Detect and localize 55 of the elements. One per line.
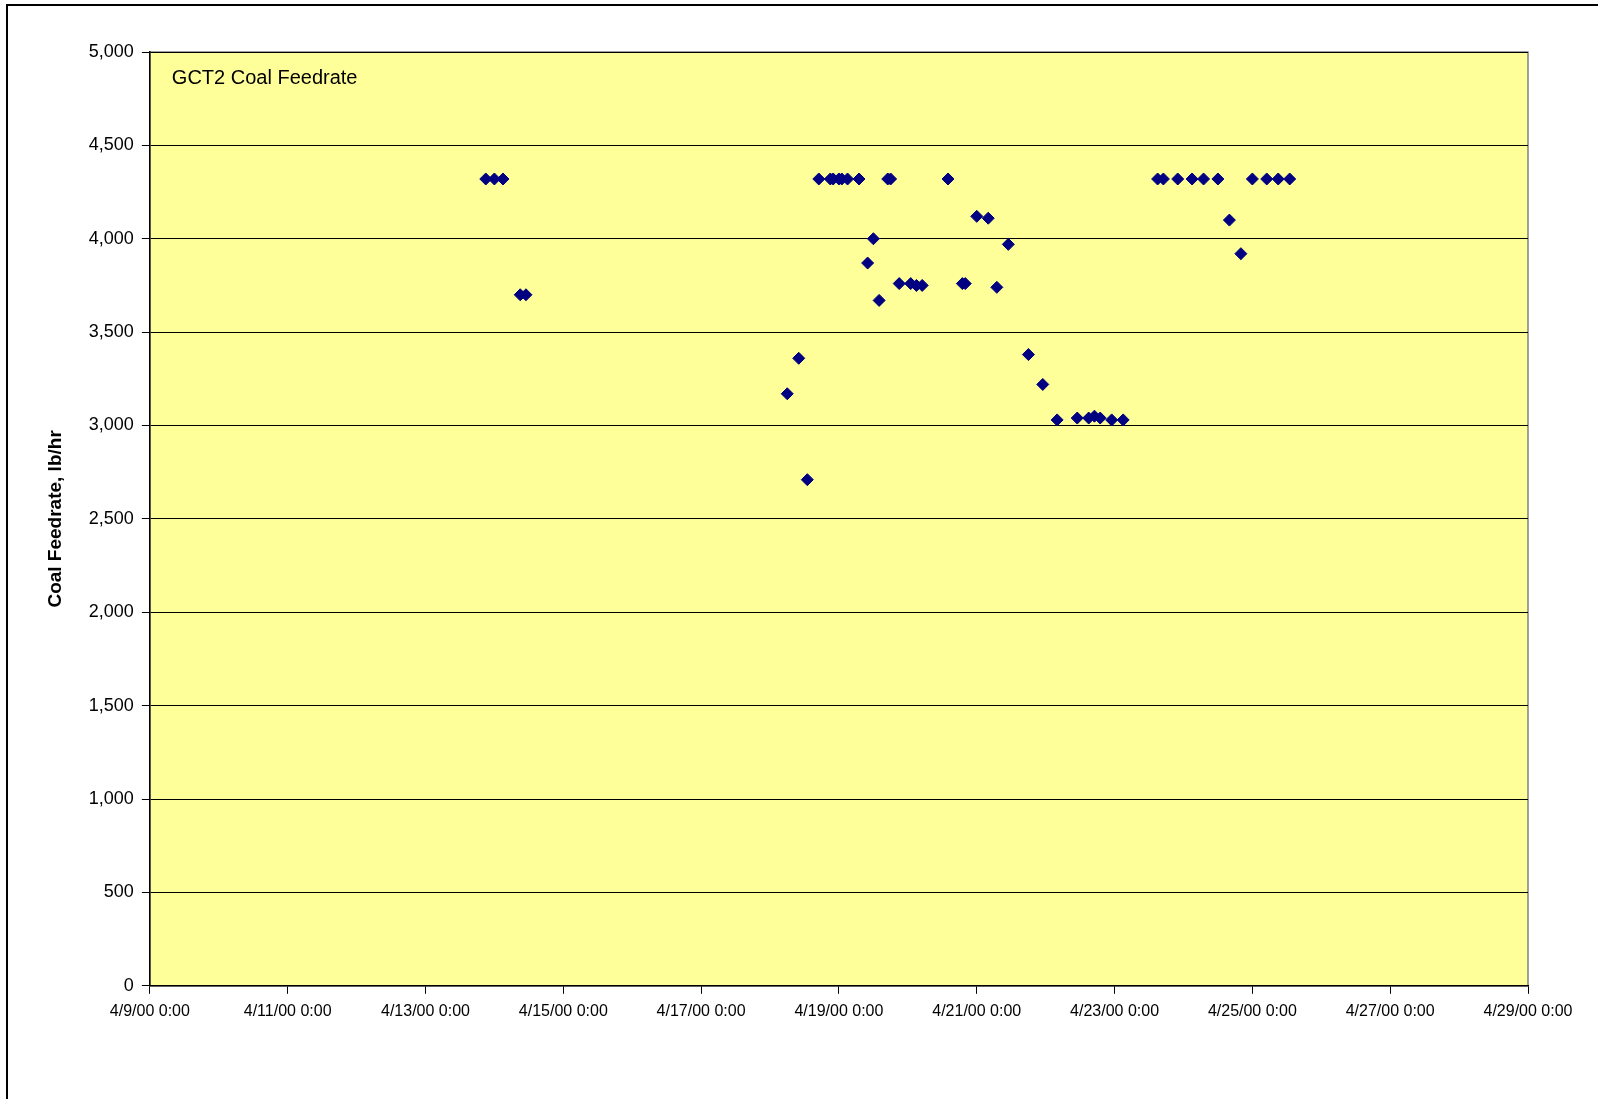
y-tick-label: 2,500 <box>88 507 134 528</box>
x-tick-label: 4/17/00 0:00 <box>656 1001 746 1019</box>
point <box>1050 413 1064 427</box>
x-tick-label: 4/27/00 0:00 <box>1345 1001 1435 1019</box>
point <box>792 351 806 365</box>
point <box>1105 413 1119 427</box>
point <box>1260 172 1274 186</box>
y-tick-label: 1,500 <box>88 694 134 715</box>
point <box>990 280 1004 294</box>
x-tick-label: 4/29/00 0:00 <box>1483 1001 1573 1019</box>
point <box>1171 172 1185 186</box>
x-tick-label: 4/23/00 0:00 <box>1070 1001 1160 1019</box>
point <box>1001 237 1015 251</box>
point <box>1197 172 1211 186</box>
point <box>866 232 880 246</box>
x-tick-label: 4/9/00 0:00 <box>109 1001 190 1019</box>
y-tick-label: 500 <box>103 881 134 902</box>
y-tick-label: 5,000 <box>88 40 134 61</box>
point <box>1234 247 1248 261</box>
y-axis-title: Coal Feedrate, lb/hr <box>43 429 65 608</box>
point <box>1070 411 1084 425</box>
point <box>872 293 886 307</box>
x-tick-label: 4/13/00 0:00 <box>380 1001 471 1019</box>
point <box>812 172 826 186</box>
y-tick-label: 4,500 <box>88 134 134 155</box>
y-tick-label: 3,000 <box>88 414 134 435</box>
y-tick-label: 2,000 <box>88 601 134 622</box>
x-tick-label: 4/19/00 0:00 <box>794 1001 884 1019</box>
point <box>1271 172 1285 186</box>
point <box>496 172 510 186</box>
point <box>1021 348 1035 362</box>
point <box>970 209 984 223</box>
point <box>1036 377 1050 391</box>
point <box>1116 413 1130 427</box>
point <box>1245 172 1259 186</box>
x-tick-label: 4/15/00 0:00 <box>518 1001 608 1019</box>
point <box>800 473 814 487</box>
x-tick-label: 4/21/00 0:00 <box>932 1001 1022 1019</box>
point <box>852 172 866 186</box>
text: GCT2 Coal Feedrate <box>171 65 358 88</box>
point <box>861 256 875 270</box>
point <box>941 172 955 186</box>
point <box>892 277 906 291</box>
point <box>1283 172 1297 186</box>
point <box>1222 213 1236 227</box>
y-tick-label: 3,500 <box>88 321 134 342</box>
point <box>1185 172 1199 186</box>
x-tick-label: 4/25/00 0:00 <box>1207 1001 1297 1019</box>
y-tick-label: 4,000 <box>88 227 134 248</box>
point <box>1211 172 1225 186</box>
y-tick-label: 0 <box>123 974 134 995</box>
point <box>780 387 794 401</box>
x-tick-label: 4/11/00 0:00 <box>243 1001 332 1019</box>
point <box>981 211 995 225</box>
y-tick-label: 1,000 <box>88 788 134 809</box>
